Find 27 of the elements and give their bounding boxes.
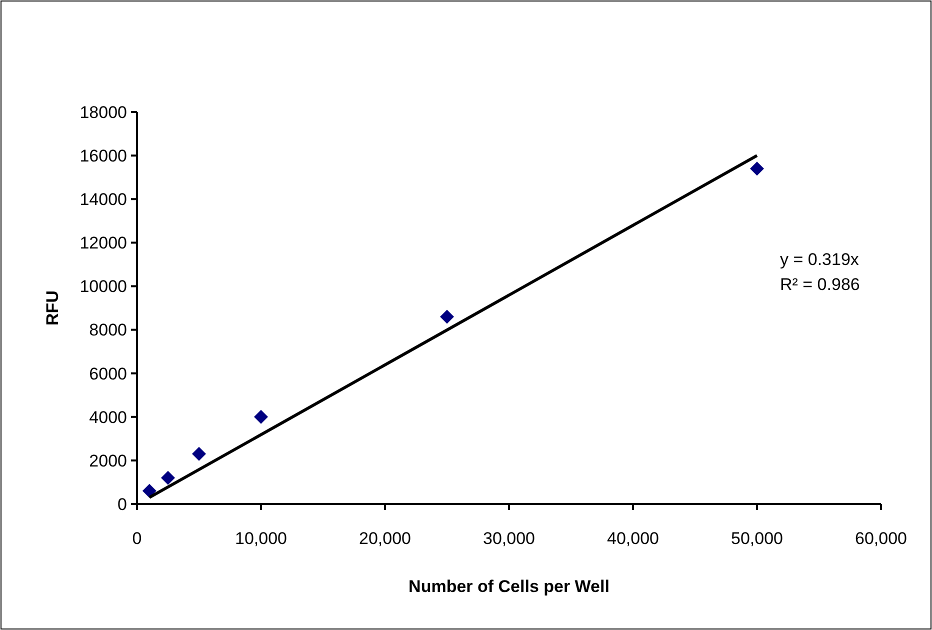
- x-tick-label: 20,000: [359, 529, 411, 548]
- y-tick-label: 14000: [80, 190, 127, 210]
- x-tick-label: 30,000: [483, 529, 535, 548]
- y-tick-label: 8000: [89, 320, 127, 340]
- point: [161, 470, 175, 485]
- x-tick-label: 0: [132, 529, 142, 548]
- x-tick-label: 60,000: [855, 529, 907, 548]
- point: [750, 162, 764, 176]
- x-tick-label: 10,000: [235, 529, 287, 548]
- y-tick-label: 16000: [80, 146, 127, 166]
- point: [192, 446, 206, 461]
- x-tick-label: 40,000: [607, 529, 659, 548]
- x-tick-label: 50,000: [731, 529, 783, 548]
- y-tick-label: 0: [118, 494, 127, 514]
- x-axis-title: Number of Cells per Well: [408, 577, 610, 596]
- y-tick-label: 4000: [89, 408, 127, 427]
- y-tick-label: 6000: [89, 364, 127, 384]
- y-axis-title: RFU: [43, 290, 62, 326]
- point: [254, 410, 268, 424]
- y-tick-label: 10000: [80, 277, 127, 296]
- point: [440, 310, 454, 324]
- annotation: R² = 0.986: [780, 275, 860, 294]
- y-tick-label: 12000: [80, 234, 127, 253]
- y-tick-label: 2000: [89, 451, 127, 470]
- annotation: y = 0.319x: [780, 250, 860, 269]
- point: [142, 484, 156, 498]
- y-tick-label: 18000: [80, 102, 127, 122]
